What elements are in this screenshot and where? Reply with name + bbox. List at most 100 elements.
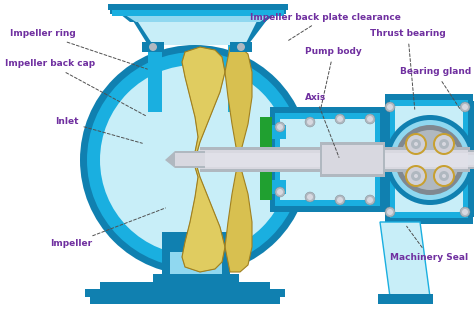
Text: Thrust bearing: Thrust bearing — [370, 30, 446, 109]
Text: Impeller back cap: Impeller back cap — [5, 60, 146, 116]
Bar — [470, 101, 474, 217]
Bar — [170, 232, 222, 280]
Circle shape — [367, 116, 373, 122]
Polygon shape — [165, 151, 175, 168]
Text: Impeller: Impeller — [50, 208, 165, 248]
Circle shape — [414, 142, 418, 146]
Polygon shape — [148, 45, 162, 112]
Bar — [320, 142, 385, 177]
Circle shape — [365, 195, 375, 205]
Text: Pump body: Pump body — [305, 47, 362, 109]
Circle shape — [149, 43, 157, 51]
Circle shape — [365, 114, 375, 124]
Bar — [385, 94, 473, 224]
Circle shape — [305, 192, 315, 202]
Circle shape — [335, 114, 345, 124]
Polygon shape — [100, 282, 270, 297]
Circle shape — [277, 189, 283, 195]
Polygon shape — [182, 160, 225, 272]
Circle shape — [442, 174, 446, 178]
Circle shape — [337, 116, 343, 122]
Circle shape — [460, 207, 470, 217]
Circle shape — [367, 197, 373, 203]
Bar — [162, 232, 230, 282]
Bar — [230, 42, 252, 52]
Circle shape — [460, 102, 470, 112]
Circle shape — [385, 207, 395, 217]
Circle shape — [275, 187, 285, 197]
Circle shape — [400, 130, 460, 190]
Circle shape — [439, 139, 449, 149]
Polygon shape — [136, 19, 258, 45]
Circle shape — [439, 171, 449, 181]
Polygon shape — [228, 45, 242, 112]
Polygon shape — [270, 290, 285, 297]
Circle shape — [435, 135, 453, 153]
Polygon shape — [225, 160, 252, 272]
Text: Inlet: Inlet — [55, 118, 142, 143]
Bar — [153, 274, 239, 284]
Circle shape — [337, 197, 343, 203]
Circle shape — [277, 124, 283, 130]
Circle shape — [433, 165, 455, 187]
Circle shape — [385, 115, 474, 205]
Circle shape — [407, 135, 425, 153]
Circle shape — [395, 125, 465, 195]
Bar — [378, 294, 433, 304]
Text: Impeller ring: Impeller ring — [10, 30, 147, 69]
Circle shape — [462, 104, 468, 110]
Bar — [175, 151, 205, 168]
Circle shape — [275, 122, 285, 132]
Circle shape — [387, 209, 393, 215]
Circle shape — [411, 171, 421, 181]
Bar — [200, 150, 470, 169]
Polygon shape — [182, 160, 225, 272]
Polygon shape — [110, 6, 285, 22]
Circle shape — [387, 104, 393, 110]
Polygon shape — [130, 16, 270, 45]
Circle shape — [100, 65, 290, 255]
Bar — [110, 4, 286, 14]
Circle shape — [307, 194, 313, 200]
Bar — [142, 42, 164, 52]
Circle shape — [307, 119, 313, 125]
Circle shape — [442, 142, 446, 146]
Bar — [200, 147, 470, 172]
Circle shape — [305, 117, 315, 127]
Bar — [468, 152, 474, 167]
Circle shape — [411, 139, 421, 149]
Bar — [175, 153, 205, 166]
Bar — [280, 119, 375, 200]
Circle shape — [414, 174, 418, 178]
Text: Axis: Axis — [305, 92, 339, 158]
Circle shape — [435, 167, 453, 185]
Polygon shape — [380, 222, 430, 297]
Bar — [268, 180, 286, 194]
Circle shape — [407, 167, 425, 185]
Circle shape — [335, 195, 345, 205]
Polygon shape — [162, 232, 230, 252]
Circle shape — [237, 43, 245, 51]
Text: Bearing gland: Bearing gland — [400, 67, 471, 110]
Text: Impeller back plate clearance: Impeller back plate clearance — [250, 12, 401, 41]
Bar — [275, 113, 380, 206]
Circle shape — [87, 52, 303, 268]
Polygon shape — [225, 47, 252, 160]
Bar — [270, 107, 385, 212]
Polygon shape — [116, 9, 278, 22]
Polygon shape — [182, 47, 225, 160]
Polygon shape — [85, 290, 100, 297]
Bar — [90, 294, 280, 304]
Bar — [268, 125, 286, 139]
Bar — [200, 153, 470, 167]
Bar — [85, 289, 285, 297]
Bar — [112, 10, 284, 16]
Circle shape — [462, 209, 468, 215]
Bar — [468, 150, 474, 169]
Circle shape — [385, 102, 395, 112]
Polygon shape — [182, 47, 225, 160]
Bar — [108, 4, 288, 10]
Text: Machinery Seal: Machinery Seal — [390, 226, 468, 261]
Circle shape — [405, 133, 427, 155]
Bar — [322, 145, 383, 174]
